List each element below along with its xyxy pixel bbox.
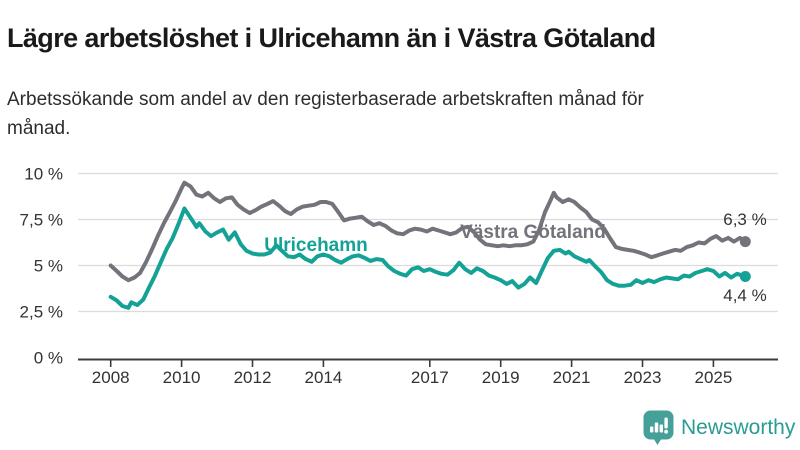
bar-chart-speech-bubble-icon [643,410,674,445]
y-axis-tick-label: 10 % [24,165,63,184]
end-value-label-ulricehamn: 4,4 % [723,286,767,305]
series-end-dot-vastra-gotaland [739,236,751,248]
series-line-ulricehamn [108,206,748,310]
end-value-label-vastra-gotaland: 6,3 % [723,210,767,229]
newsworthy-logo: Newsworthy [643,410,795,445]
x-axis-tick-label: 2017 [411,368,449,387]
series-end-dot-ulricehamn [739,271,751,282]
x-axis-tick-label: 2010 [163,368,201,387]
x-axis-tick-label: 2021 [553,368,591,387]
x-axis-tick-label: 2008 [92,368,130,387]
series-label-vastra-gotaland: Västra Götaland [460,222,606,243]
series-line-vastra-gotaland [108,180,748,283]
x-axis-tick-label: 2014 [304,368,342,387]
y-axis-tick-label: 5 % [34,257,63,276]
newsworthy-wordmark: Newsworthy [681,415,796,439]
x-axis-tick-label: 2012 [234,368,272,387]
page-subtitle: Arbetssökande som andel av den registerb… [7,89,644,139]
x-axis-tick-label: 2023 [624,368,662,387]
series-label-ulricehamn: Ulricehamn [264,235,368,256]
y-axis-tick-label: 0 % [34,349,63,368]
y-axis-tick-label: 7,5 % [20,211,63,230]
x-axis-tick-label: 2019 [482,368,520,387]
y-axis-tick-label: 2,5 % [20,303,63,322]
x-axis-tick-label: 2025 [694,368,732,387]
page-title: Lägre arbetslöshet i Ulricehamn än i Väs… [7,23,656,54]
